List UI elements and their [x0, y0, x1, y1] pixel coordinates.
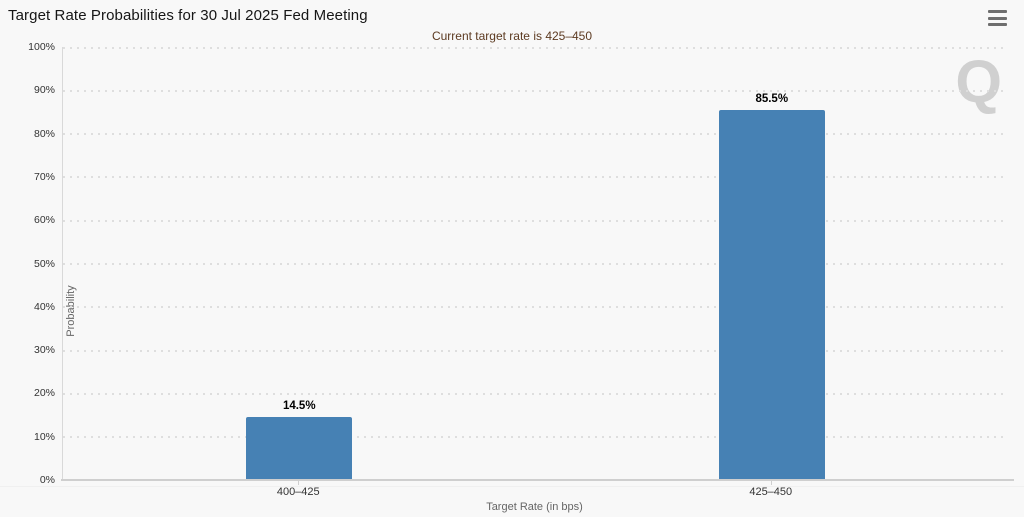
bar-value-label: 14.5% [282, 400, 316, 413]
gridline-100 [63, 46, 1008, 49]
gridline-80 [63, 133, 1008, 136]
x-category-tick [770, 480, 772, 485]
y-tick-label: 30% [33, 344, 55, 357]
gridline-50 [63, 263, 1008, 265]
y-tick-label: 50% [33, 257, 55, 270]
x-category-tick [298, 480, 300, 485]
x-category-label: 425–450 [749, 486, 793, 498]
y-tick-label: 80% [33, 127, 55, 140]
bar-value-label: 85.5% [755, 92, 789, 105]
gridline-60 [63, 219, 1008, 222]
hamburger-menu-icon[interactable] [988, 10, 1007, 26]
gridline-40 [63, 306, 1008, 309]
quikstrike-watermark-q-logo: Q [955, 48, 1002, 115]
y-tick-label: 100% [28, 41, 55, 53]
gridline-90 [63, 89, 1008, 92]
plot-area: Probability 14.5% 85.5% [62, 46, 1008, 480]
bar-425–450[interactable] [718, 109, 825, 480]
y-axis-title: Probability [65, 285, 77, 337]
y-tick-label: 0% [39, 474, 55, 486]
y-tick-label: 40% [33, 300, 55, 313]
y-tick-label: 20% [33, 387, 55, 400]
gridline-70 [63, 176, 1008, 179]
hamburger-bar [988, 10, 1007, 13]
hamburger-bar [988, 16, 1007, 20]
y-tick-label: 10% [33, 430, 55, 443]
chart-title: Target Rate Probabilities for 30 Jul 202… [8, 7, 368, 24]
x-axis-line [61, 479, 1014, 481]
hamburger-bar [988, 23, 1007, 26]
chart-subtitle: Current target rate is 425–450 [431, 29, 593, 43]
x-category-label: 400–425 [276, 486, 320, 498]
gridline-30 [63, 349, 1008, 352]
x-axis-title: Target Rate (in bps) [486, 501, 583, 513]
y-tick-label: 70% [33, 170, 55, 183]
y-tick-label: 90% [33, 84, 55, 97]
gridline-20 [63, 392, 1008, 395]
gridline-10 [63, 436, 1008, 439]
x-axis-subline [0, 486, 1024, 487]
y-tick-label: 60% [33, 214, 55, 227]
bar-400–425[interactable] [246, 417, 353, 480]
